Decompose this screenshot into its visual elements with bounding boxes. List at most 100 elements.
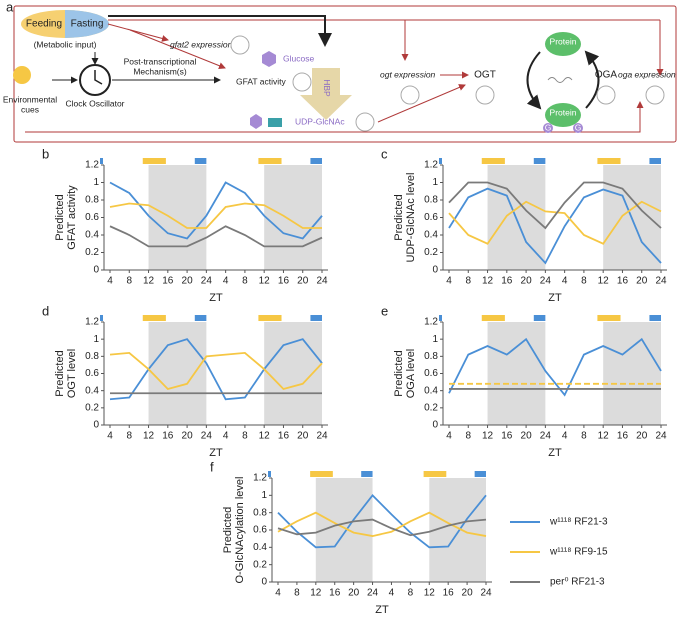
x-tick-label: 4 — [562, 276, 568, 287]
night-shade — [148, 165, 207, 270]
x-tick-label: 12 — [259, 276, 271, 287]
x-tick-label: 12 — [143, 276, 155, 287]
label: Environmental — [3, 94, 57, 104]
x-tick-label: 24 — [201, 431, 213, 442]
feeding-bar — [258, 315, 282, 321]
y-tick-label: 0.6 — [253, 525, 267, 536]
x-tick-label: 16 — [443, 588, 455, 599]
x-tick-label: 20 — [462, 588, 474, 599]
label: OGA — [595, 70, 618, 81]
x-tick-label: 16 — [162, 276, 174, 287]
y-tick-label: 0.6 — [85, 368, 99, 379]
series-line — [109, 225, 323, 248]
x-tick-label: 16 — [278, 276, 290, 287]
fasting-bar — [310, 315, 322, 321]
x-tick-label: 20 — [521, 431, 533, 442]
y-axis-label: Predicted — [393, 194, 405, 240]
y-tick-label: 1.2 — [424, 317, 438, 328]
x-tick-label: 20 — [182, 276, 194, 287]
night-shade — [487, 322, 546, 425]
arrow — [526, 51, 542, 110]
y-axis-label: Predicted — [54, 350, 66, 396]
x-tick-label: 24 — [480, 588, 492, 599]
y-tick-label: 0.2 — [424, 402, 438, 413]
x-tick-label: 8 — [242, 276, 248, 287]
fasting-bar — [100, 315, 103, 321]
rhythm-icon — [596, 85, 616, 105]
x-tick-label: 12 — [598, 431, 610, 442]
x-tick-label: 12 — [598, 276, 610, 287]
arrow — [108, 15, 332, 47]
rhythm-icon — [400, 85, 420, 105]
x-tick-label: 24 — [367, 588, 379, 599]
legend-label: per⁰ RF21-3 — [550, 577, 605, 588]
y-axis-label: OGT level — [66, 349, 78, 398]
feeding-bar — [597, 158, 621, 164]
x-tick-label: 8 — [294, 588, 300, 599]
x-tick-label: 8 — [465, 431, 471, 442]
sun-icon — [13, 66, 31, 84]
y-tick-label: 0.4 — [424, 230, 438, 241]
y-tick-label: 0.4 — [424, 385, 438, 396]
fasting-bar — [533, 158, 546, 164]
fasting-bar — [194, 315, 207, 321]
x-tick-label: 12 — [482, 431, 494, 442]
y-tick-label: 0.8 — [424, 195, 438, 206]
y-tick-label: 0.2 — [424, 247, 438, 258]
label: Glucose — [283, 53, 314, 63]
y-tick-label: 0.4 — [85, 230, 99, 241]
glucose-icon — [262, 51, 276, 67]
y-tick-label: 0.2 — [85, 247, 99, 258]
label: Fasting — [71, 19, 104, 30]
panel-label: a — [6, 0, 14, 14]
label: HBP — [322, 79, 332, 97]
rhythm-icon — [292, 72, 312, 92]
fasting-bar — [649, 315, 661, 321]
y-tick-label: 0.8 — [85, 195, 99, 206]
label: oga expression — [618, 69, 676, 79]
x-tick-label: 8 — [465, 276, 471, 287]
arrow — [107, 23, 169, 42]
x-tick-label: 8 — [126, 276, 132, 287]
x-axis-label: ZT — [209, 447, 223, 459]
y-axis-label: GFAT activity — [66, 185, 78, 250]
y-tick-label: 1.2 — [85, 160, 99, 171]
x-tick-label: 16 — [329, 588, 341, 599]
y-tick-label: 1.2 — [424, 160, 438, 171]
y-tick-label: 0.8 — [424, 351, 438, 362]
rhythm-icon — [355, 112, 375, 132]
y-tick-label: 0.8 — [85, 351, 99, 362]
feeding-bar — [597, 315, 621, 321]
label: cues — [21, 104, 39, 114]
x-tick-label: 24 — [540, 431, 552, 442]
series-line — [448, 200, 662, 245]
x-tick-label: 16 — [162, 431, 174, 442]
x-tick-label: 12 — [310, 588, 322, 599]
label: GFAT activity — [236, 76, 287, 86]
label: UDP-GlcNAc — [295, 116, 345, 126]
x-axis-label: ZT — [209, 292, 223, 304]
y-axis-label: UDP-GlcNAc level — [405, 173, 417, 263]
y-tick-label: 0.2 — [253, 559, 267, 570]
label: OGT — [474, 70, 496, 81]
y-tick-label: 0.4 — [253, 542, 267, 553]
rhythm-icon — [645, 85, 665, 105]
panel-label: b — [42, 146, 49, 161]
series-line — [277, 493, 487, 549]
legend-label: w¹¹¹⁸ RF9-15 — [549, 547, 608, 558]
x-tick-label: 8 — [408, 588, 414, 599]
label: Clock Oscillator — [65, 98, 124, 108]
fasting-bar — [194, 158, 207, 164]
x-tick-label: 20 — [636, 431, 648, 442]
arrow — [25, 101, 644, 133]
y-tick-label: 0 — [261, 577, 267, 588]
series-line — [448, 337, 662, 397]
label: G — [545, 122, 552, 132]
fasting-bar — [100, 158, 103, 164]
x-axis-label: ZT — [375, 604, 389, 616]
label: Feeding — [26, 19, 62, 30]
x-tick-label: 24 — [540, 276, 552, 287]
fasting-bar — [361, 471, 373, 477]
series-line — [448, 181, 662, 230]
g-icon — [573, 123, 583, 133]
